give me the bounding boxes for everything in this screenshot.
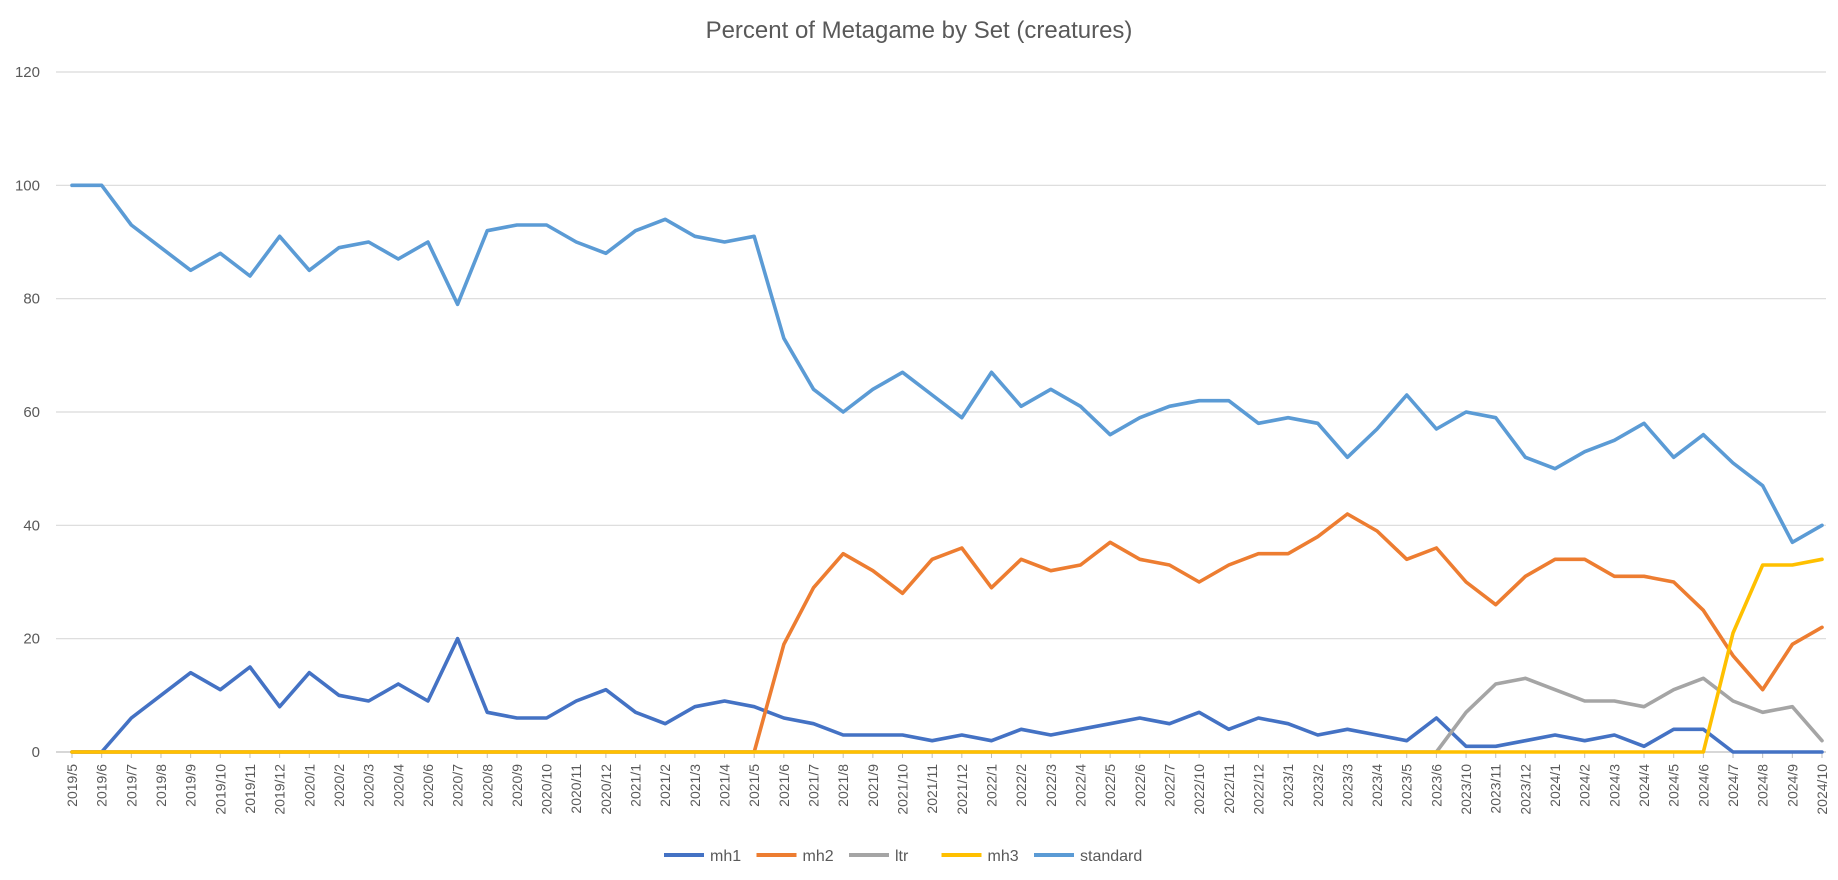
series-lines <box>70 183 1824 754</box>
x-tick-label: 2021/12 <box>954 764 970 815</box>
x-tick-label: 2021/9 <box>865 764 881 807</box>
x-tick-label: 2023/5 <box>1399 764 1415 807</box>
x-tick-label: 2024/3 <box>1606 764 1622 807</box>
legend: mh1 mh2 ltr mh3 standard <box>664 848 1142 865</box>
x-tick-label: 2020/6 <box>420 764 436 807</box>
x-tick-label: 2021/6 <box>776 764 792 807</box>
x-tick-label: 2022/1 <box>983 764 999 807</box>
x-tick-label: 2022/5 <box>1102 764 1118 807</box>
x-tick-label: 2024/5 <box>1666 764 1682 807</box>
legend-label-mh2: mh2 <box>803 848 834 865</box>
x-axis-ticks: 2019/5 2019/6 2019/7 2019/8 2019/9 2019/10 201… <box>64 752 1830 815</box>
x-tick-label: 2019/9 <box>183 764 199 807</box>
x-tick-label: 2024/7 <box>1725 764 1741 807</box>
x-tick-label: 2020/3 <box>361 764 377 807</box>
x-tick-label: 2020/9 <box>509 764 525 807</box>
x-tick-label: 2022/2 <box>1013 764 1029 807</box>
x-tick-label: 2020/1 <box>301 764 317 807</box>
x-tick-label: 2019/7 <box>123 764 139 807</box>
y-tick-label: 60 <box>23 404 40 421</box>
x-tick-label: 2023/2 <box>1310 764 1326 807</box>
x-tick-label: 2021/3 <box>687 764 703 807</box>
x-tick-label: 2021/7 <box>806 764 822 807</box>
series-line-mh1 <box>70 636 1824 754</box>
x-tick-label: 2023/3 <box>1339 764 1355 807</box>
x-tick-label: 2024/1 <box>1547 764 1563 807</box>
x-tick-label: 2021/5 <box>746 764 762 807</box>
x-tick-label: 2024/8 <box>1755 764 1771 807</box>
y-tick-label: 40 <box>23 517 40 534</box>
legend-label-mh3: mh3 <box>988 848 1019 865</box>
series-line-ltr <box>70 676 1824 754</box>
x-tick-label: 2020/7 <box>450 764 466 807</box>
y-tick-label: 0 <box>32 744 40 761</box>
x-tick-label: 2021/1 <box>628 764 644 807</box>
y-tick-label: 80 <box>23 291 40 308</box>
x-tick-label: 2019/8 <box>153 764 169 807</box>
x-tick-label: 2019/12 <box>272 764 288 815</box>
y-tick-label: 120 <box>15 64 40 81</box>
x-tick-label: 2020/4 <box>390 764 406 807</box>
x-tick-label: 2023/4 <box>1369 764 1385 807</box>
series-line-mh3 <box>70 557 1824 754</box>
x-tick-label: 2021/2 <box>657 764 673 807</box>
x-tick-label: 2019/6 <box>94 764 110 807</box>
gridlines <box>56 71 1826 753</box>
x-tick-label: 2022/6 <box>1132 764 1148 807</box>
x-tick-label: 2023/10 <box>1458 764 1474 815</box>
x-tick-label: 2020/11 <box>568 764 584 814</box>
legend-label-ltr: ltr <box>895 848 909 865</box>
x-tick-label: 2020/8 <box>479 764 495 807</box>
x-tick-label: 2020/10 <box>539 764 555 815</box>
x-tick-label: 2022/3 <box>1043 764 1059 807</box>
legend-label-standard: standard <box>1080 848 1142 865</box>
x-tick-label: 2022/11 <box>1221 764 1237 814</box>
y-axis-ticks: 0 20 40 60 80 100 120 <box>15 64 40 761</box>
x-tick-label: 2023/12 <box>1517 764 1533 815</box>
series-line-standard <box>70 183 1824 545</box>
x-tick-label: 2023/6 <box>1428 764 1444 807</box>
legend-label-mh1: mh1 <box>710 848 741 865</box>
x-tick-label: 2024/10 <box>1814 764 1830 815</box>
x-tick-label: 2020/2 <box>331 764 347 807</box>
y-tick-label: 100 <box>15 177 40 194</box>
y-tick-label: 20 <box>23 631 40 648</box>
x-tick-label: 2024/6 <box>1695 764 1711 807</box>
x-tick-label: 2023/11 <box>1488 764 1504 814</box>
x-tick-label: 2024/2 <box>1577 764 1593 807</box>
x-tick-label: 2023/1 <box>1280 764 1296 807</box>
x-tick-label: 2024/9 <box>1784 764 1800 807</box>
x-tick-label: 2024/4 <box>1636 764 1652 807</box>
x-tick-label: 2021/4 <box>717 764 733 807</box>
x-tick-label: 2020/12 <box>598 764 614 815</box>
chart-title: Percent of Metagame by Set (creatures) <box>706 17 1133 44</box>
x-tick-label: 2021/11 <box>924 764 940 814</box>
x-tick-label: 2022/7 <box>1161 764 1177 807</box>
x-tick-label: 2019/11 <box>242 764 258 814</box>
x-tick-label: 2019/10 <box>212 764 228 815</box>
x-tick-label: 2021/10 <box>895 764 911 815</box>
x-tick-label: 2021/8 <box>835 764 851 807</box>
x-tick-label: 2022/4 <box>1072 764 1088 807</box>
x-tick-label: 2019/5 <box>64 764 80 807</box>
x-tick-label: 2022/12 <box>1250 764 1266 815</box>
x-tick-label: 2022/10 <box>1191 764 1207 815</box>
series-line-mh2 <box>70 512 1824 754</box>
